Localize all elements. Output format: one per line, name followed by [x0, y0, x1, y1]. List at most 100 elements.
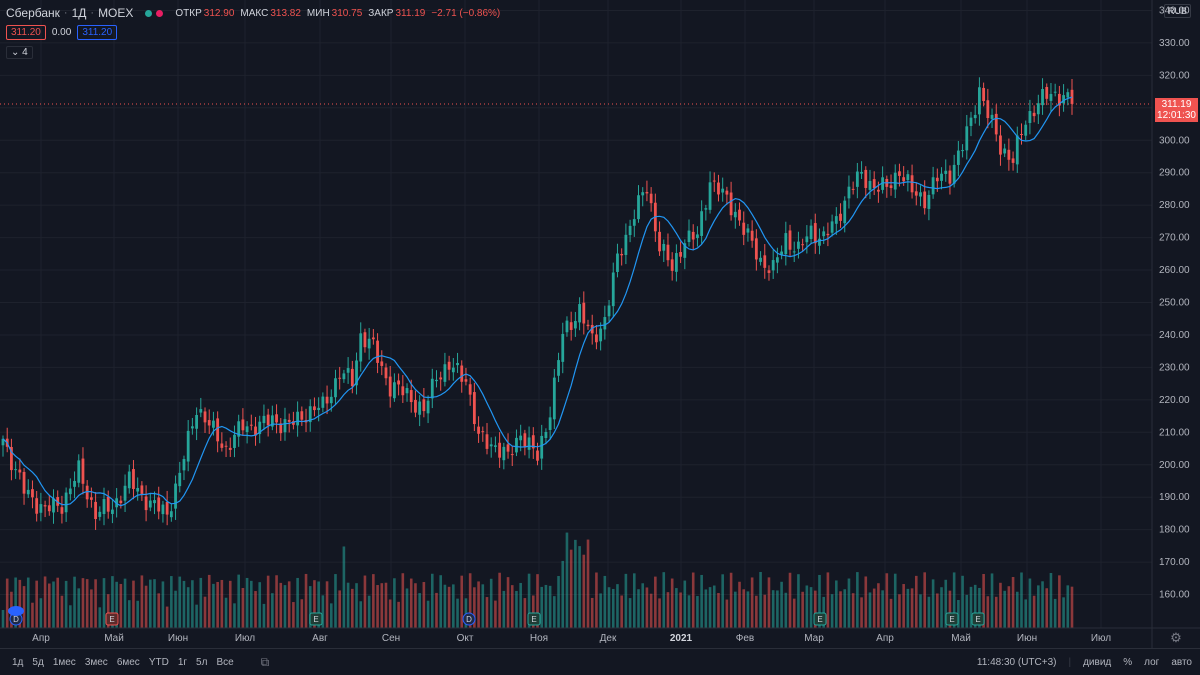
volume-bar: [426, 600, 430, 628]
range-ytd[interactable]: YTD: [148, 656, 169, 668]
volume-bar: [776, 590, 779, 628]
gear-icon[interactable]: ⚙: [1170, 630, 1182, 645]
volume-bar: [250, 580, 253, 628]
candle: [595, 325, 598, 350]
candle: [914, 182, 918, 206]
candle: [624, 223, 628, 265]
toggle-auto[interactable]: авто: [1171, 656, 1192, 668]
candle: [1045, 83, 1049, 106]
x-tick-label: Апр: [876, 633, 894, 644]
volume-bar: [414, 583, 417, 628]
candle: [733, 203, 737, 229]
earnings-marker-icon[interactable]: E: [945, 612, 959, 626]
earnings-marker-icon[interactable]: E: [813, 612, 827, 626]
candle: [35, 490, 39, 522]
toggle-percent[interactable]: %: [1123, 656, 1133, 668]
currency-label[interactable]: RUB: [1164, 4, 1192, 18]
indicator-count: 4: [22, 47, 28, 58]
range-1m[interactable]: 1мес: [52, 656, 76, 668]
candle: [334, 369, 337, 406]
volume-bar: [5, 578, 9, 628]
volume-bar: [237, 574, 240, 628]
candle: [220, 432, 224, 452]
symbol-name[interactable]: Сбербанк: [6, 6, 60, 20]
range-5y[interactable]: 5л: [196, 656, 208, 668]
ask-button[interactable]: 311.20: [77, 25, 118, 40]
toggle-log[interactable]: лог: [1144, 656, 1160, 668]
volume-bar: [565, 532, 569, 628]
volume-bar: [969, 586, 973, 628]
interval-label[interactable]: 1Д: [71, 6, 87, 20]
divider: |: [1068, 656, 1072, 668]
volume-bar: [468, 573, 472, 628]
volume-bar: [258, 582, 262, 628]
range-1d[interactable]: 1д: [12, 656, 24, 668]
volume-bar: [136, 600, 139, 628]
candle: [43, 500, 47, 518]
candle: [515, 429, 518, 457]
candle: [1070, 78, 1074, 115]
volume-bar: [910, 588, 914, 628]
volume-bar: [990, 573, 994, 628]
candle: [822, 226, 826, 245]
y-tick-label: 280.00: [1159, 200, 1190, 211]
earnings-marker-icon[interactable]: E: [971, 612, 985, 626]
candle: [645, 180, 649, 202]
earnings-marker-icon[interactable]: E: [105, 612, 119, 626]
candle: [39, 492, 43, 522]
candle: [1015, 126, 1019, 173]
volume-bar: [986, 596, 990, 628]
price-chart[interactable]: DEEDEEEE340.00330.00320.00310.00300.0029…: [0, 0, 1200, 648]
volume-bar: [936, 593, 939, 628]
toggle-dividends[interactable]: дивид: [1083, 656, 1112, 668]
volume-bar: [586, 539, 590, 628]
volume-bar: [822, 596, 825, 628]
volume-bar: [519, 582, 522, 628]
volume-bar: [165, 606, 169, 628]
range-6m[interactable]: 6мес: [116, 656, 140, 668]
range-all[interactable]: Все: [216, 656, 234, 668]
candle: [195, 407, 198, 441]
volume-bar: [60, 595, 64, 628]
candle: [355, 352, 358, 395]
x-tick-label: Дек: [600, 633, 617, 644]
time-axis[interactable]: Апр Май Июн Июл Авг Сен Окт Ноя Дек 2021 Фев Мар Апр…: [0, 627, 1200, 644]
indicators-toggle[interactable]: ⌄ 4: [6, 46, 33, 59]
candle: [68, 478, 72, 501]
candle: [182, 455, 186, 481]
candle: [582, 291, 586, 335]
range-1y[interactable]: 1г: [177, 656, 188, 668]
candle: [889, 174, 893, 196]
volume-bar: [755, 595, 758, 628]
candle: [679, 241, 682, 263]
candle: [414, 390, 417, 418]
bid-ask-row: 311.20 0.00 311.20: [6, 25, 118, 40]
volume-bar: [43, 576, 47, 628]
candle: [999, 125, 1002, 166]
candle: [1028, 99, 1032, 135]
bid-button[interactable]: 311.20: [6, 25, 46, 40]
date-range-icon[interactable]: ⧉: [260, 654, 270, 669]
earnings-marker-icon[interactable]: E: [309, 612, 323, 626]
dividend-marker-icon[interactable]: D: [462, 612, 476, 626]
candle: [990, 108, 994, 129]
volume-bar: [742, 589, 746, 628]
cloud-icon[interactable]: [8, 606, 24, 616]
earnings-marker-icon[interactable]: E: [527, 612, 541, 626]
range-5d[interactable]: 5д: [32, 656, 44, 668]
range-3m[interactable]: 3мес: [84, 656, 108, 668]
candle: [127, 464, 131, 494]
y-tick-label: 320.00: [1159, 70, 1190, 81]
candle: [451, 358, 455, 381]
volume-bar: [864, 576, 868, 628]
candle: [746, 223, 750, 242]
clock-time[interactable]: 11:48:30 (UTC+3): [976, 656, 1057, 668]
volume-bar: [721, 574, 724, 628]
svg-text:E: E: [817, 615, 822, 624]
volume-bar: [919, 594, 922, 628]
volume-bar: [982, 574, 985, 628]
candle: [893, 164, 897, 199]
candle: [165, 490, 169, 526]
candle: [700, 200, 704, 244]
